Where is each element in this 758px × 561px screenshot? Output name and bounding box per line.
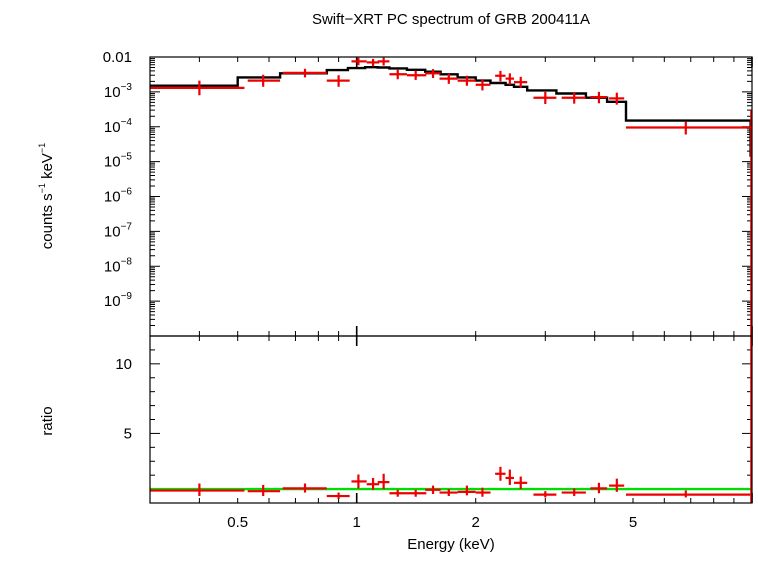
data-layer [150, 57, 753, 503]
spectrum-panel-frame [149, 56, 753, 337]
spectrum-y-tick-label: 10−7 [104, 221, 133, 240]
x-tick-label: 5 [629, 514, 637, 531]
spectrum-y-tick-label: 10−3 [104, 82, 133, 101]
ratio-panel-frame [149, 335, 753, 504]
ratio-y-tick-label: 10 [115, 356, 132, 373]
model-layer [150, 66, 752, 491]
x-tick-label: 0.5 [227, 514, 248, 531]
ratio-y-tick-label: 5 [124, 425, 132, 442]
spectrum-y-tick-label: 0.01 [103, 49, 132, 66]
model-step-line [150, 66, 752, 157]
spectrum-panel-y-label: counts s−1 keV−1 [37, 143, 56, 249]
spectrum-y-tick-label: 10−4 [104, 117, 133, 136]
spectrum-y-tick-label: 10−6 [104, 187, 133, 206]
x-axis-label: Energy (keV) [407, 536, 495, 553]
x-tick-label: 2 [472, 514, 480, 531]
spectrum-y-tick-label: 10−5 [104, 152, 133, 171]
ratio-panel-y-label: ratio [39, 406, 56, 435]
chart-title: Swift−XRT PC spectrum of GRB 200411A [312, 11, 590, 28]
spectrum-y-tick-label: 10−8 [104, 256, 133, 275]
frame-layer [149, 56, 753, 504]
spectrum-y-tick-label: 10−9 [104, 291, 133, 310]
x-tick-label: 1 [353, 514, 361, 531]
